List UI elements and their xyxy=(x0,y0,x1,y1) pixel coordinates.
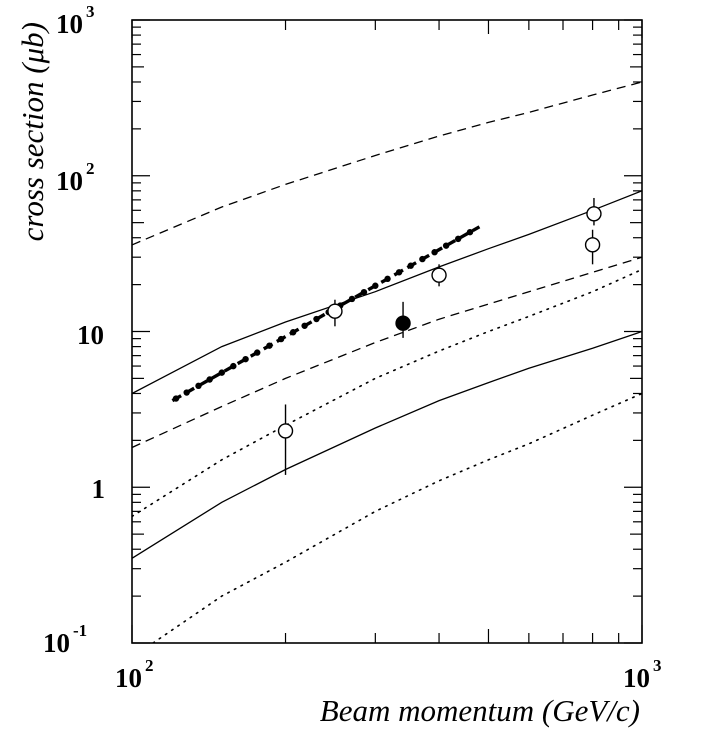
curve-dotted-6 xyxy=(152,392,642,643)
fit-dot-17 xyxy=(360,288,368,296)
x-tick-label-100: 10 2 xyxy=(115,656,154,693)
y-tick-label-100-exponent: 2 xyxy=(86,159,95,178)
plot-frame xyxy=(131,19,643,644)
fit-dot-22 xyxy=(419,255,426,263)
y-tick-label-1000-base: 10 xyxy=(56,9,83,39)
model-curves xyxy=(132,81,642,643)
data-points xyxy=(277,197,602,475)
fit-dot-19 xyxy=(384,275,391,283)
y-tick-label-100-base: 10 xyxy=(56,166,83,196)
curve-dashed-3 xyxy=(132,256,642,449)
curve-solid-5 xyxy=(132,330,642,559)
x-tick-label-1000-exponent: 3 xyxy=(653,656,662,675)
curve-dotted-4 xyxy=(132,268,642,518)
fit-dot-6 xyxy=(230,362,237,370)
y-tick-label-100: 10 2 xyxy=(56,159,95,196)
fit-dot-26 xyxy=(466,228,474,236)
curve-solid-2 xyxy=(132,190,642,395)
fit-dot-13 xyxy=(313,315,320,323)
x-axis-title: Beam momentum (GeV/c) xyxy=(320,693,640,728)
fit-dot-7 xyxy=(242,355,249,363)
marker-open xyxy=(431,267,447,283)
data-point-2 xyxy=(327,299,343,327)
fit-dot-20 xyxy=(395,269,403,276)
data-point-6 xyxy=(586,197,602,226)
y-tick-label-1000: 10 3 xyxy=(56,2,95,39)
axis-ticks xyxy=(131,19,643,644)
fit-dot-24 xyxy=(442,242,450,249)
fit-dot-2 xyxy=(183,389,190,396)
marker-filled xyxy=(395,315,411,331)
marker-open xyxy=(277,423,294,439)
data-point-3 xyxy=(395,301,411,338)
y-axis-title: cross section (μb) xyxy=(15,22,50,241)
y-tick-label-1-base: 1 xyxy=(92,474,106,504)
fit-dot-4 xyxy=(206,376,213,383)
fit-dot-16 xyxy=(348,295,356,303)
fit-line xyxy=(171,225,481,403)
marker-open xyxy=(327,303,343,319)
fit-dot-18 xyxy=(372,282,379,289)
y-tick-label-1000-exponent: 3 xyxy=(86,2,95,21)
fit-dot-21 xyxy=(407,262,414,269)
curve-dashed-1 xyxy=(132,81,642,246)
fit-dot-5 xyxy=(218,369,226,376)
y-tick-label-10: 10 xyxy=(77,320,104,350)
fit-dot-10 xyxy=(277,335,285,343)
x-tick-label-100-base: 10 xyxy=(115,663,142,693)
y-tick-label-0_1-exponent: -1 xyxy=(73,621,87,640)
fit-dot-11 xyxy=(289,329,297,336)
x-tick-label-1000-base: 10 xyxy=(623,663,650,693)
data-point-5 xyxy=(584,229,601,265)
fit-dot-1 xyxy=(172,395,180,402)
y-tick-label-0_1-base: 10 xyxy=(43,628,70,658)
fit-dot-23 xyxy=(431,249,438,256)
y-tick-label-1: 1 xyxy=(92,474,106,504)
x-tick-label-1000: 10 3 xyxy=(623,656,662,693)
fit-line-group xyxy=(171,225,481,403)
fit-dot-8 xyxy=(254,349,261,356)
y-tick-label-10-base: 10 xyxy=(77,320,104,350)
fit-dot-9 xyxy=(266,342,273,349)
data-point-4 xyxy=(431,264,447,287)
fit-dot-3 xyxy=(195,382,202,390)
fit-dot-25 xyxy=(454,235,462,243)
fit-dot-12 xyxy=(301,322,308,329)
marker-open xyxy=(584,237,601,253)
y-tick-label-0_1: 10 -1 xyxy=(43,621,87,658)
x-tick-label-100-exponent: 2 xyxy=(145,656,154,675)
marker-open xyxy=(586,206,602,222)
data-point-1 xyxy=(277,404,294,475)
